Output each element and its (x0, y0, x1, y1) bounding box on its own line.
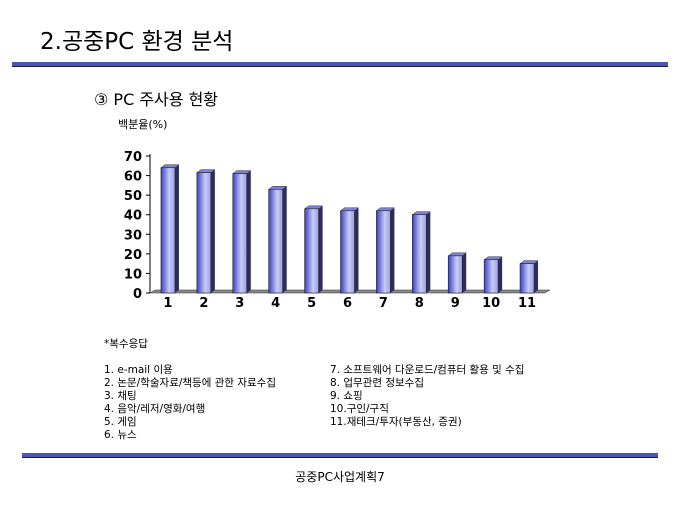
bar-side (390, 207, 395, 293)
bar-side (174, 164, 179, 293)
bar-side (426, 211, 431, 293)
title-divider (12, 62, 668, 67)
x-tick-label: 9 (451, 296, 460, 311)
bar (160, 167, 176, 294)
legend-right: 7. 소프트웨어 다운로드/컴퓨터 활용 및 수집 8. 업무관련 정보수집 9. … (330, 364, 524, 429)
bar-side (534, 260, 539, 293)
bar (304, 208, 319, 294)
x-tick-label: 11 (518, 296, 536, 311)
bar (376, 210, 391, 294)
x-tick-label: 3 (235, 296, 244, 311)
bar (232, 173, 248, 294)
bar-side (354, 207, 359, 293)
footer-divider (22, 453, 658, 458)
y-axis-label: 백분율(%) (118, 118, 168, 131)
multiple-response-note: *복수응답 (104, 338, 148, 350)
bar-side (318, 205, 323, 293)
x-tick-label: 4 (271, 296, 280, 311)
legend-item: 3. 채팅 (104, 390, 137, 402)
y-tick-label: 60 (124, 170, 142, 185)
legend-item: 11.재테크/투자(부동산, 증권) (330, 416, 462, 428)
x-tick-label: 5 (307, 296, 316, 311)
x-tick-label: 8 (415, 296, 424, 311)
bar (196, 172, 212, 294)
bar (412, 214, 427, 294)
legend-item: 2. 논문/학술자료/책등에 관한 자료수집 (104, 377, 277, 389)
y-tick-label: 20 (124, 248, 142, 263)
legend-left: 1. e-mail 이용 2. 논문/학술자료/책등에 관한 자료수집 3. 채팅 4… (104, 364, 276, 442)
footer-text: 공중PC사업계획7 (295, 470, 385, 484)
bar-side (498, 256, 503, 293)
y-tick-label: 30 (124, 228, 142, 243)
bar (483, 259, 499, 294)
section-subtitle: ③ PC 주사용 현황 (94, 90, 219, 109)
legend-item: 5. 게임 (104, 416, 137, 428)
legend-item: 8. 업무관련 정보수집 (330, 377, 424, 389)
bar (268, 188, 283, 294)
bar-side (282, 186, 287, 293)
bar (447, 255, 463, 294)
bar-side (210, 169, 215, 293)
slide-title: 2.공중PC 환경 분석 (40, 29, 234, 55)
y-tick-label: 40 (124, 209, 142, 224)
x-tick-label: 2 (199, 296, 208, 311)
legend-item: 7. 소프트웨어 다운로드/컴퓨터 활용 및 수집 (330, 364, 525, 376)
x-tick-label: 1 (163, 296, 172, 311)
y-tick-label: 70 (124, 150, 142, 165)
y-tick-label: 10 (124, 267, 142, 282)
y-tick-label: 50 (124, 189, 142, 204)
legend-item: 1. e-mail 이용 (104, 364, 173, 376)
bar-chart: 0 10 20 30 40 50 60 70 1 2 3 4 5 6 7 8 9 10 11 (124, 150, 551, 311)
legend-item: 10.구인/구직 (330, 403, 389, 415)
legend-item: 4. 음악/레저/영화/여행 (104, 403, 206, 415)
legend-item: 6. 뉴스 (104, 429, 137, 441)
y-tick-label: 0 (133, 287, 142, 302)
x-tick-label: 7 (379, 296, 388, 311)
bar-side (246, 170, 251, 293)
x-tick-label: 6 (343, 296, 352, 311)
bar (519, 263, 535, 294)
x-tick-label: 10 (482, 296, 500, 311)
bar-side (462, 252, 467, 293)
bar (340, 210, 355, 294)
legend-item: 9. 쇼핑 (330, 390, 363, 402)
